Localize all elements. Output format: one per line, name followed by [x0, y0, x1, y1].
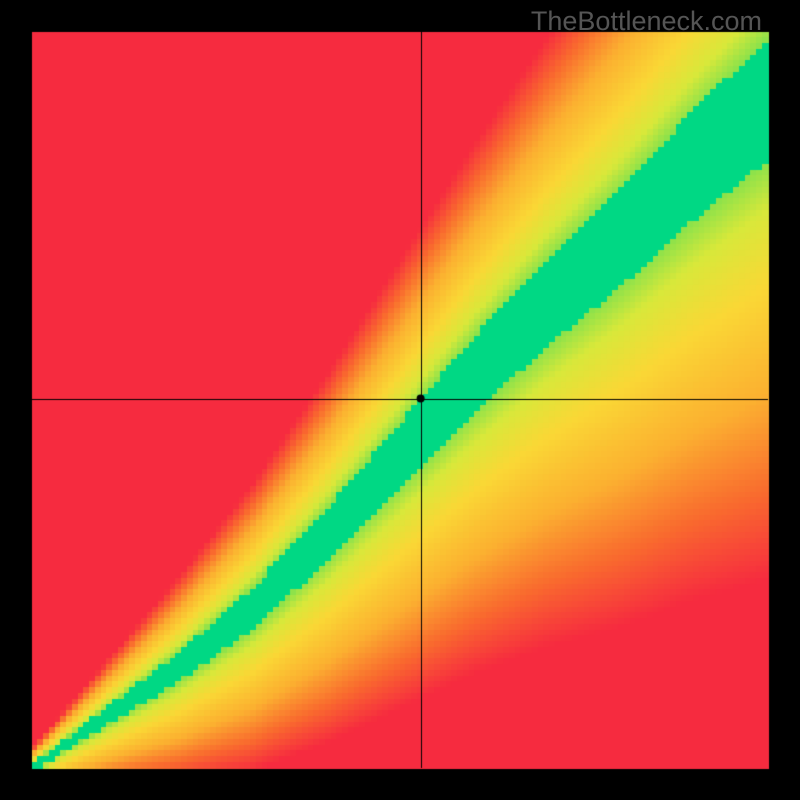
watermark-text: TheBottleneck.com	[531, 6, 762, 37]
bottleneck-heatmap	[0, 0, 800, 800]
